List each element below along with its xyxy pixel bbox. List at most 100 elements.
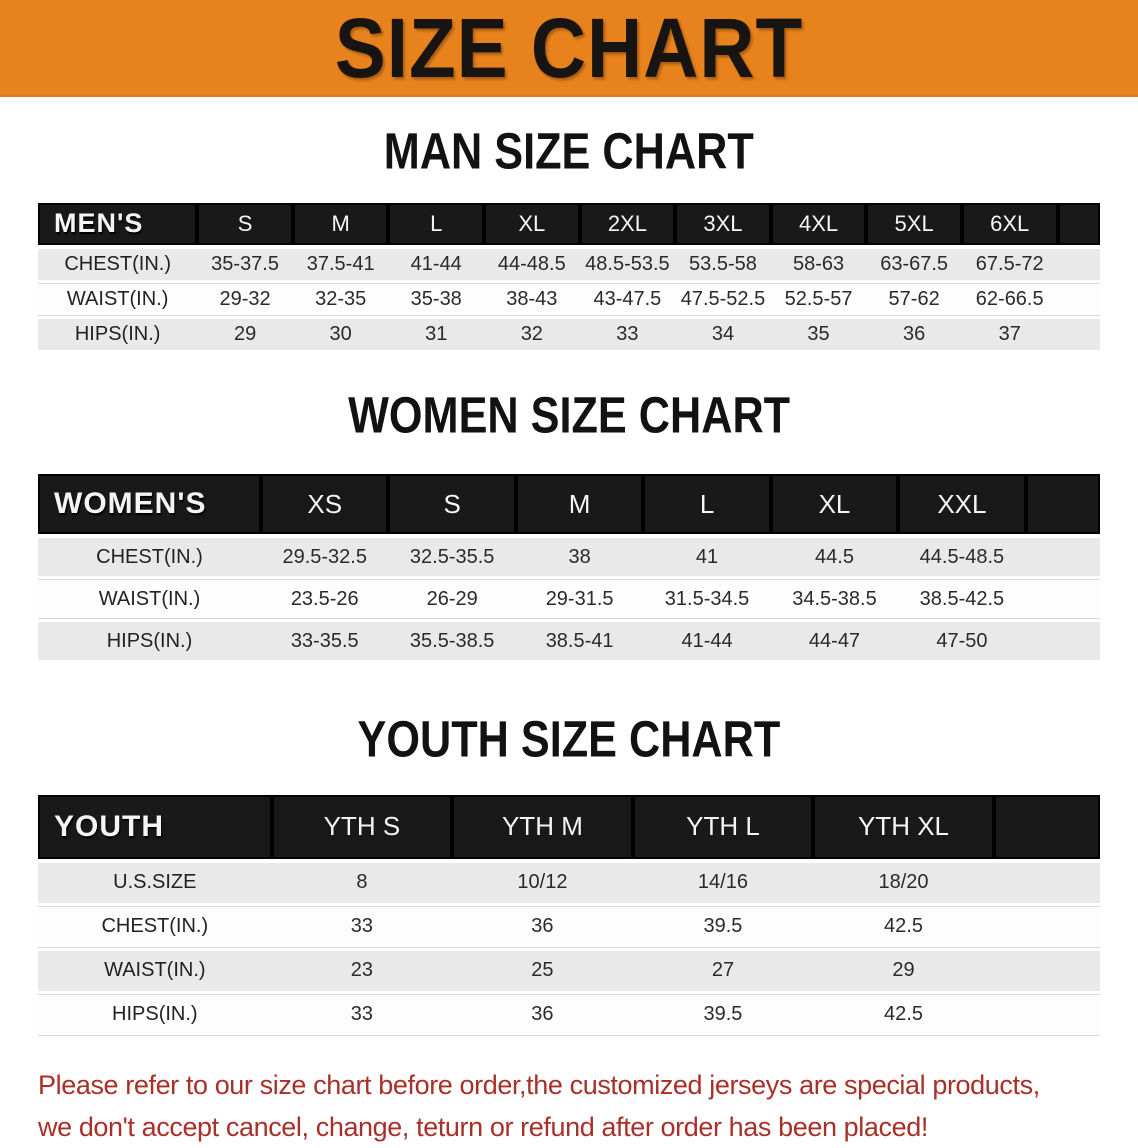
women-row-label: HIPS(IN.) [38,622,262,661]
men-header-row: MEN'S S M L XL 2XL 3XL 4XL 5XL 6XL [38,202,1100,245]
youth-row-label: CHEST(IN.) [38,906,272,947]
men-value-cell: 63-67.5 [866,248,962,280]
men-table-row: CHEST(IN.) 35-37.5 37.5-41 41-44 44-48.5 48.5… [38,248,1100,280]
row-spacer-cell [993,906,1100,947]
youth-column-header: YTH M [452,794,633,859]
women-column-header: XXL [898,474,1026,535]
men-table-row: WAIST(IN.) 29-32 32-35 35-38 38-43 43-47.5 47.… [38,283,1100,315]
women-value-cell: 29.5-32.5 [261,538,389,577]
disclaimer-line-2: we don't accept cancel, change, teturn o… [38,1111,928,1142]
youth-size-chart-section: YOUTH SIZE CHART YOUTH YTH S YTH M YTH L YTH… [0,712,1138,1039]
women-column-header: XS [261,474,389,535]
youth-row-label: U.S.SIZE [38,862,272,903]
banner-title: SIZE CHART [334,0,804,96]
women-header-row: WOMEN'S XS S M L XL XXL [38,474,1100,535]
youth-value-cell: 23 [271,950,453,991]
youth-value-cell: 42.5 [813,906,994,947]
men-value-cell: 29-32 [197,283,293,315]
women-column-header: L [643,474,771,535]
women-column-header: M [515,474,644,535]
header-spacer-cell [1057,202,1100,245]
youth-value-cell: 18/20 [813,862,994,903]
youth-header-label: YOUTH [38,794,272,859]
row-spacer-cell [993,994,1100,1035]
women-table-row: HIPS(IN.) 33-35.5 35.5-38.5 38.5-41 41-44 44-… [38,622,1100,661]
women-value-cell: 44-47 [770,622,899,661]
youth-header-row: YOUTH YTH S YTH M YTH L YTH XL [38,794,1100,859]
disclaimer-note: Please refer to our size chart before or… [0,1065,1138,1148]
size-chart-banner: SIZE CHART [0,0,1138,97]
women-value-cell: 23.5-26 [261,580,389,619]
youth-value-cell: 33 [271,906,453,947]
men-row-label: CHEST(IN.) [38,248,198,280]
row-spacer-cell [1025,622,1100,661]
men-value-cell: 38-43 [484,283,580,315]
youth-column-header: YTH XL [813,794,994,859]
men-value-cell: 53.5-58 [675,248,771,280]
women-row-label: CHEST(IN.) [38,538,262,577]
men-column-header: 5XL [866,202,962,245]
men-value-cell: 35-37.5 [197,248,293,280]
men-row-label: HIPS(IN.) [38,318,198,350]
youth-value-cell: 29 [813,950,994,991]
men-value-cell: 33 [579,318,676,350]
youth-size-table: YOUTH YTH S YTH M YTH L YTH XL U.S.SIZE 8 10/12… [38,791,1100,1039]
youth-value-cell: 10/12 [452,862,633,903]
women-value-cell: 33-35.5 [261,622,389,661]
youth-value-cell: 36 [452,906,633,947]
women-header-label: WOMEN'S [38,474,262,535]
men-column-header: 2XL [579,202,676,245]
women-value-cell: 26-29 [388,580,516,619]
youth-row-label: WAIST(IN.) [38,950,272,991]
men-value-cell: 57-62 [866,283,962,315]
youth-value-cell: 39.5 [632,906,814,947]
row-spacer-cell [993,950,1100,991]
men-value-cell: 31 [388,318,485,350]
women-value-cell: 38.5-42.5 [898,580,1026,619]
women-value-cell: 41 [643,538,771,577]
youth-column-header: YTH L [632,794,814,859]
men-header-label: MEN'S [38,202,198,245]
men-value-cell: 44-48.5 [484,248,580,280]
men-value-cell: 52.5-57 [770,283,867,315]
men-value-cell: 43-47.5 [579,283,676,315]
men-value-cell: 32-35 [292,283,389,315]
men-table-row: HIPS(IN.) 29 30 31 32 33 34 35 36 37 [38,318,1100,350]
men-value-cell: 36 [866,318,962,350]
disclaimer-line-1: Please refer to our size chart before or… [38,1069,1040,1100]
women-value-cell: 32.5-35.5 [388,538,516,577]
women-value-cell: 44.5-48.5 [898,538,1026,577]
women-size-table: WOMEN'S XS S M L XL XXL CHEST(IN.) 29.5-32.5 32.5… [38,470,1100,664]
youth-value-cell: 25 [452,950,633,991]
men-value-cell: 47.5-52.5 [675,283,771,315]
men-value-cell: 32 [484,318,580,350]
men-value-cell: 41-44 [388,248,485,280]
youth-value-cell: 27 [632,950,814,991]
men-column-header: M [292,202,389,245]
youth-column-header: YTH S [271,794,453,859]
women-column-header: S [388,474,516,535]
women-value-cell: 47-50 [898,622,1026,661]
men-column-header: 3XL [675,202,771,245]
youth-value-cell: 14/16 [632,862,814,903]
women-column-header: XL [770,474,899,535]
women-value-cell: 41-44 [643,622,771,661]
row-spacer-cell [993,862,1100,903]
men-value-cell: 34 [675,318,771,350]
men-column-header: XL [484,202,580,245]
youth-table-row: HIPS(IN.) 33 36 39.5 42.5 [38,994,1100,1035]
women-value-cell: 29-31.5 [515,580,644,619]
men-value-cell: 29 [197,318,293,350]
youth-value-cell: 42.5 [813,994,994,1035]
youth-value-cell: 8 [271,862,453,903]
header-spacer-cell [1025,474,1100,535]
men-row-label: WAIST(IN.) [38,283,198,315]
men-section-title: MAN SIZE CHART [384,122,754,180]
men-value-cell: 37.5-41 [292,248,389,280]
women-value-cell: 44.5 [770,538,899,577]
men-size-chart-section: MAN SIZE CHART MEN'S S M L XL 2XL 3XL 4XL 5XL 6XL… [0,122,1138,354]
row-spacer-cell [1057,318,1100,350]
men-column-header: 4XL [770,202,867,245]
women-section-title: WOMEN SIZE CHART [347,385,790,444]
men-value-cell: 48.5-53.5 [579,248,676,280]
